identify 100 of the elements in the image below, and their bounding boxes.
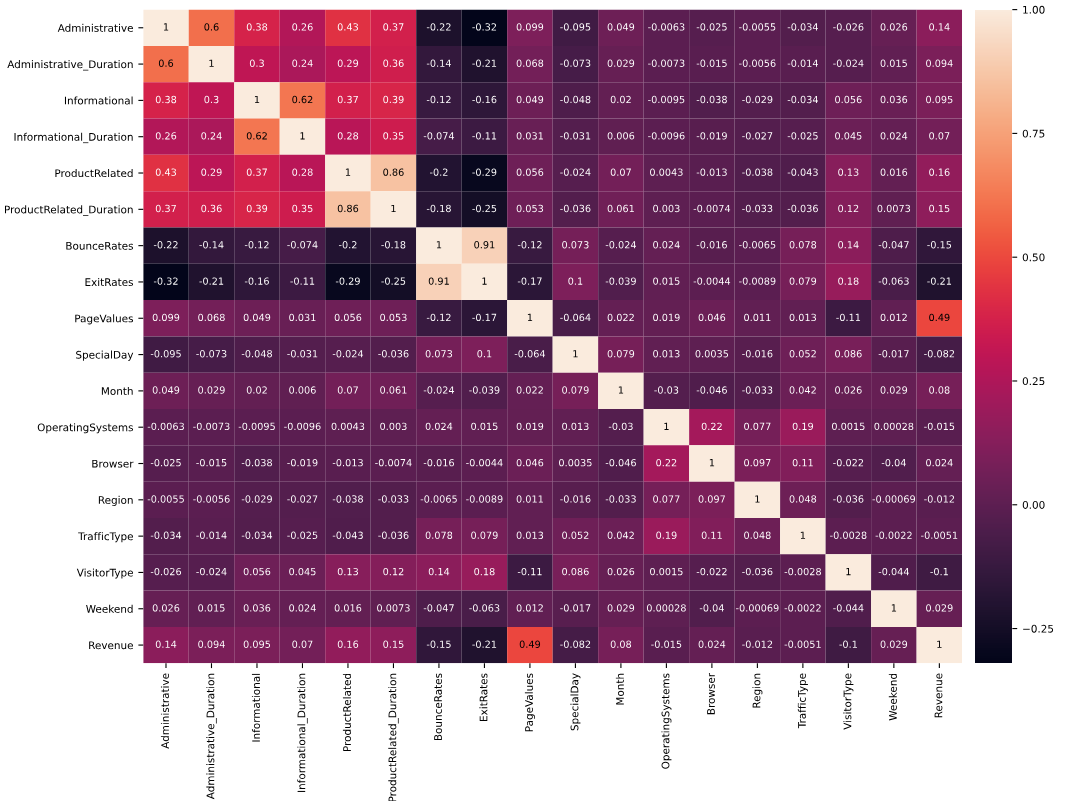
- y-tick-label: ProductRelated_Duration: [4, 205, 133, 216]
- data-label: -0.1: [839, 640, 857, 648]
- data-label: 0.015: [471, 422, 498, 431]
- data-label: 0.097: [698, 495, 725, 503]
- data-label: -0.033: [378, 495, 409, 503]
- data-label: 0.39: [246, 204, 268, 213]
- data-label: -0.036: [787, 204, 818, 213]
- data-label: -0.064: [514, 350, 546, 358]
- y-tick-label: Informational_Duration: [14, 132, 133, 144]
- data-label: 0.006: [289, 386, 316, 394]
- x-tick-label: Informational_Duration: [297, 673, 308, 792]
- data-label: -0.0089: [739, 277, 776, 285]
- data-label: 0.048: [789, 495, 817, 503]
- data-label: -0.18: [426, 204, 451, 213]
- data-label: 0.068: [516, 59, 544, 67]
- data-label: -0.12: [426, 313, 451, 322]
- data-label: -0.0073: [193, 422, 230, 431]
- data-label: 0.049: [516, 95, 544, 104]
- data-label: 1: [937, 640, 942, 648]
- data-label: -0.17: [472, 313, 497, 322]
- data-label: -0.32: [472, 23, 497, 31]
- data-label: -0.0028: [784, 567, 821, 576]
- data-label: 0.056: [243, 567, 271, 576]
- data-label: 0.6: [158, 59, 174, 67]
- data-label: -0.082: [924, 350, 955, 358]
- data-label: -0.046: [696, 386, 727, 394]
- color-bar-label: −0.25: [1023, 624, 1054, 633]
- data-label: -0.16: [244, 277, 269, 285]
- color-bar-label: 0.75: [1022, 129, 1045, 138]
- y-tick-label: Region: [98, 495, 133, 506]
- data-label: -0.0051: [921, 531, 958, 539]
- data-label: -0.024: [423, 386, 455, 394]
- data-label: 0.097: [744, 458, 771, 467]
- data-label: 0.042: [789, 386, 816, 394]
- data-label: 0.056: [516, 168, 544, 176]
- y-tick-label: Browser: [92, 459, 134, 468]
- data-label: -0.00069: [872, 495, 916, 503]
- data-label: 0.3: [249, 59, 264, 67]
- data-label: 0.095: [243, 640, 271, 648]
- data-label: 0.0073: [377, 604, 410, 612]
- data-label: 0.11: [792, 458, 813, 467]
- color-bar-label: 0.00: [1022, 501, 1045, 509]
- data-label: 0.019: [653, 313, 680, 322]
- data-label: -0.016: [696, 241, 727, 249]
- data-label: -0.12: [244, 241, 269, 249]
- data-label: -0.04: [699, 604, 724, 612]
- data-label: -0.04: [881, 458, 906, 467]
- x-tick-label: PageValues: [524, 673, 535, 732]
- data-label: 0.62: [246, 132, 267, 140]
- data-label: 0.43: [337, 23, 358, 31]
- data-label: -0.063: [469, 604, 500, 612]
- data-label: 0.37: [246, 168, 267, 176]
- data-label: 0.35: [383, 132, 404, 140]
- data-label: -0.015: [696, 59, 727, 67]
- data-label: -0.024: [196, 567, 227, 576]
- data-label: -0.025: [287, 531, 318, 539]
- data-label: -0.025: [696, 23, 727, 31]
- data-label: 0.024: [880, 132, 908, 140]
- data-label: 0.39: [383, 95, 404, 104]
- data-label: -0.038: [241, 458, 272, 467]
- data-label: 0.022: [516, 386, 543, 394]
- data-label: 0.22: [656, 458, 677, 467]
- data-label: 0.00028: [646, 604, 686, 612]
- data-label: 0.0073: [877, 204, 911, 213]
- data-label: -0.073: [560, 59, 591, 67]
- data-label: 0.07: [337, 386, 358, 394]
- data-label: 0.26: [292, 23, 313, 31]
- data-label: -0.043: [332, 531, 363, 539]
- data-label: 0.011: [744, 313, 771, 322]
- data-label: 0.1: [568, 277, 583, 285]
- data-label: -0.095: [150, 350, 181, 358]
- data-label: -0.0051: [784, 640, 821, 648]
- data-label: -0.0065: [739, 241, 776, 249]
- data-label: -0.073: [196, 350, 227, 358]
- data-label: 0.86: [337, 204, 359, 213]
- data-label: 0.91: [474, 241, 495, 249]
- data-label: -0.025: [787, 132, 818, 140]
- data-label: -0.012: [742, 640, 773, 648]
- data-label: 0.079: [471, 531, 498, 539]
- data-label: -0.064: [560, 313, 591, 322]
- data-label: -0.038: [742, 168, 773, 176]
- data-label: -0.017: [878, 350, 909, 358]
- data-label: 0.14: [838, 241, 859, 249]
- data-label: 0.0035: [559, 458, 592, 467]
- data-label: -0.027: [742, 132, 773, 140]
- data-label: -0.034: [787, 95, 818, 104]
- data-label: -0.019: [287, 458, 318, 467]
- x-tick-label: Informational: [251, 673, 260, 742]
- data-label: 0.02: [246, 386, 267, 394]
- data-label: 0.14: [155, 640, 177, 648]
- data-label: 0.061: [607, 204, 634, 213]
- data-label: 0.049: [607, 23, 635, 31]
- data-label: 0.024: [289, 604, 316, 612]
- x-tick-label: Region: [752, 673, 763, 708]
- data-label: -0.025: [150, 458, 181, 467]
- data-label: 0.026: [835, 386, 862, 394]
- data-label: 1: [163, 23, 169, 31]
- data-label: 0.013: [516, 531, 544, 539]
- x-tick-label: OperatingSystems: [661, 673, 672, 769]
- data-label: -0.029: [742, 95, 773, 104]
